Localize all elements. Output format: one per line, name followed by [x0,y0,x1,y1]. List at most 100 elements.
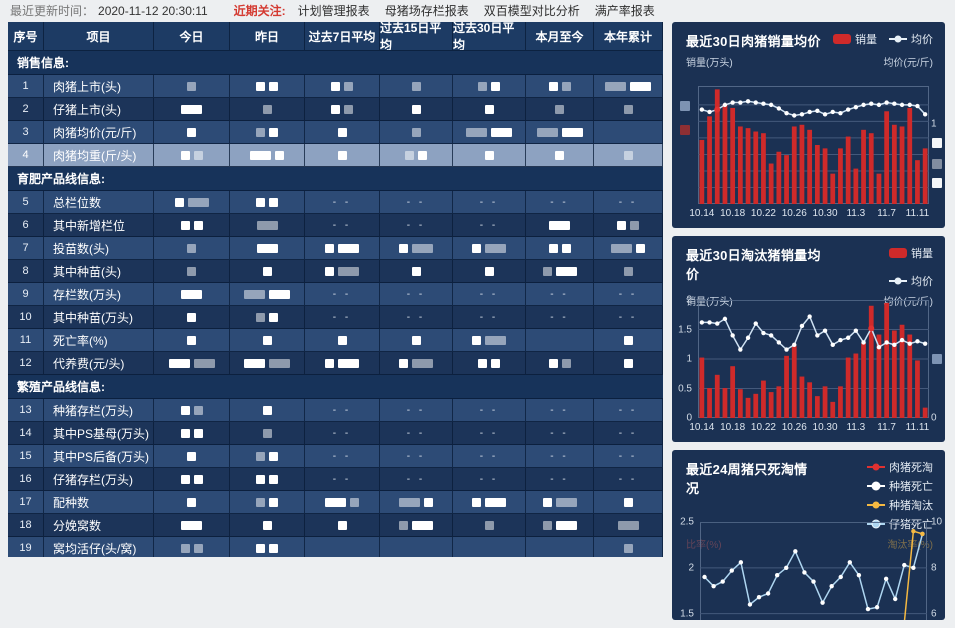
topbar-link[interactable]: 满产率报表 [594,4,655,18]
topbar-link[interactable]: 母猪场存栏报表 [384,4,469,18]
redacted-value [555,150,564,160]
table-row[interactable]: 7 投苗数(头) [8,237,663,260]
table-cell: - - [526,283,594,306]
legend-item[interactable]: 种猪死亡 [867,478,933,494]
table-cell: - - [453,468,526,491]
table-cell [380,121,453,144]
axis-tick-label: 1 [686,353,692,365]
table-row[interactable]: 15 其中PS后备(万头) - - - - - - - - - - [8,445,663,468]
table-row[interactable]: 18 分娩窝数 [8,514,663,537]
row-label: 代养费(元/头) [44,352,154,375]
table-cell: - - [305,445,380,468]
axis-tick-label: 8 [931,562,937,574]
table-cell: - - [380,191,453,214]
redacted-value [256,451,265,461]
redacted-value [344,81,353,91]
table-row[interactable]: 6 其中新增栏位 - - - - - - [8,214,663,237]
table-row[interactable]: 12 代养费(元/头) [8,352,663,375]
row-number: 16 [8,468,44,491]
table-row[interactable]: 3 肉猪均价(元/斤) [8,121,663,144]
chart-plot [698,86,929,204]
table-row[interactable]: 2 仔猪上市(头) [8,98,663,121]
table-row[interactable]: 14 其中PS基母(万头) - - - - - - - - - - [8,422,663,445]
redacted-value [244,289,265,299]
row-label: 存栏数(万头) [44,283,154,306]
empty-value-dashes: - - [406,196,426,208]
left-axis-ticks: 2 1.5 1 0.5 0 [672,295,696,424]
table-cell: - - [380,306,453,329]
redacted-value [536,127,558,137]
row-label: 仔猪存栏(万头) [44,468,154,491]
table-cell [380,352,453,375]
legend-dot [871,519,881,529]
redacted-value [325,497,346,507]
table-cell [526,260,594,283]
left-axis-label: 销量(万头) [686,58,733,69]
redacted-value [269,289,290,299]
redacted-value [262,104,272,114]
redacted-value [337,335,347,345]
table-row[interactable]: 1 肉猪上市(头) [8,75,663,98]
redacted-value [193,543,203,553]
table-row[interactable]: 19 窝均活仔(头/窝) [8,537,663,557]
left-axis-ticks [672,86,696,204]
table-row[interactable]: 9 存栏数(万头) - - - - - - - - - - [8,283,663,306]
row-number: 8 [8,260,44,283]
table-cell [526,237,594,260]
table-cell [230,537,305,557]
empty-value-dashes: - - [479,404,499,416]
redacted-value [337,150,347,160]
table-cell [154,283,230,306]
axis-tick-label: 10 [931,516,943,528]
table-row[interactable]: 10 其中种苗(万头) - - - - - - - - - - [8,306,663,329]
left-axis-ticks: 2.5 2 1.5 [672,517,698,620]
redacted-value [630,81,651,91]
table-row[interactable]: 16 仔猪存栏(万头) - - - - - - - - - - [8,468,663,491]
table-cell: - - [305,422,380,445]
table-row[interactable]: 13 种猪存栏(万头) - - - - - - - - - - [8,399,663,422]
redacted-value [542,497,552,507]
table-row[interactable]: 5 总栏位数 - - - - - - - - - - [8,191,663,214]
redacted-value [181,520,202,530]
topbar-link[interactable]: 计划管理报表 [297,4,370,18]
empty-value-dashes: - - [332,219,352,231]
table-cell [380,144,453,167]
legend-item[interactable]: 销量 [833,31,877,47]
table-row[interactable]: 8 其中种苗(头) [8,260,663,283]
table-cell [230,422,305,445]
axis-tick-label: 0 [931,412,937,424]
table-cell [594,121,663,144]
redacted-value [256,197,265,207]
redacted-value [181,104,202,114]
redacted-value [187,312,196,322]
table-cell [154,214,230,237]
row-label: 窝均活仔(头/窝) [44,537,154,557]
table-cell [380,537,453,557]
row-number: 3 [8,121,44,144]
topbar-link[interactable]: 双百模型对比分析 [483,4,580,18]
redacted-value [256,81,265,91]
legend-item[interactable]: 肉猪死淘 [867,459,933,475]
empty-value-dashes: - - [550,196,569,208]
legend-label: 销量 [911,248,933,260]
table-cell [230,306,305,329]
legend-item[interactable]: 种猪淘汰 [867,497,933,513]
legend-item[interactable]: 销量 [889,245,933,261]
table-row[interactable]: 4 肉猪均重(斤/头) [8,144,663,167]
row-label: 其中新增栏位 [44,214,154,237]
table-row[interactable]: 11 死亡率(%) [8,329,663,352]
table-cell: - - [594,191,663,214]
table-cell [453,121,526,144]
legend-item[interactable]: 均价 [889,31,933,47]
dashboard-page: { "topbar": { "update_label": "最近更新时间：",… [8,2,945,620]
table-row[interactable]: 17 配种数 [8,491,663,514]
column-header: 序号 [8,22,44,51]
table-cell [594,144,663,167]
redacted-value [338,358,359,368]
right-axis-ticks: 0 [930,300,945,424]
report-links: 计划管理报表 母猪场存栏报表 双百模型对比分析 满产率报表 [298,2,655,19]
legend-item[interactable]: 均价 [889,273,933,289]
redacted-value [187,451,196,461]
table-cell [230,445,305,468]
row-number: 4 [8,144,44,167]
